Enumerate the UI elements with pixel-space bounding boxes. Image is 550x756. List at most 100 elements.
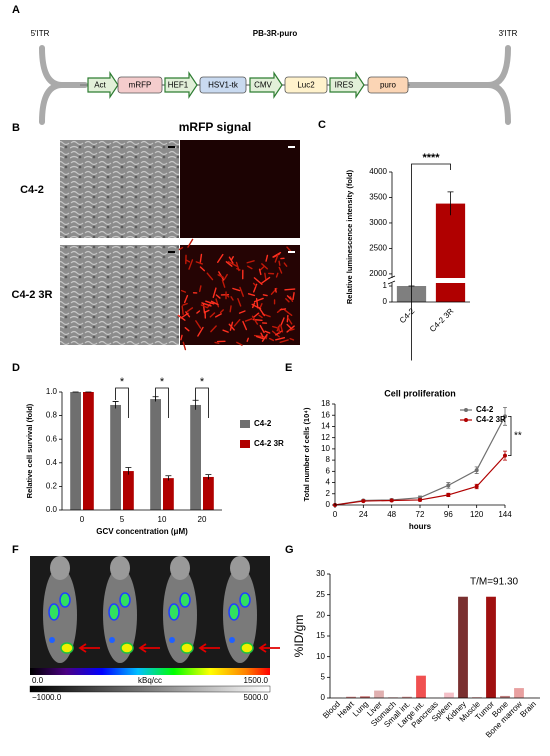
- x-tick-label: C4-2 3R: [428, 306, 456, 334]
- y-tick-label: 16: [321, 410, 330, 419]
- bar: [203, 476, 214, 510]
- point: [503, 414, 507, 419]
- bar: [486, 596, 496, 698]
- cell: [235, 261, 240, 272]
- mouse-head: [50, 556, 70, 580]
- gray-bar-label: 5000.0: [244, 693, 269, 702]
- legend-label: C4-2 3R: [476, 415, 506, 424]
- cell: [288, 328, 295, 332]
- x-tick-label: 5: [120, 515, 125, 524]
- cell: [182, 341, 187, 351]
- panel-label: F: [12, 544, 19, 556]
- x-tick-label: 144: [498, 510, 512, 519]
- cell: [273, 253, 281, 258]
- cell: [279, 339, 289, 344]
- y-tick-label: 0: [383, 297, 388, 306]
- cell: [262, 294, 268, 297]
- cell: [275, 337, 286, 341]
- bar: [514, 688, 524, 698]
- itr-shape: [39, 45, 88, 125]
- axes: [391, 172, 470, 303]
- gene-box: [284, 76, 328, 94]
- cell: [252, 282, 257, 287]
- x-tick-label: C4-2: [398, 306, 417, 325]
- cell: [183, 294, 189, 304]
- cell: [215, 298, 220, 308]
- bar: [83, 392, 94, 510]
- cell: [247, 265, 253, 270]
- x-tick-label: 0: [80, 515, 85, 524]
- promoter-arrow: [164, 71, 198, 99]
- cell: [196, 310, 201, 314]
- bar: [402, 696, 412, 698]
- cell: [232, 287, 241, 292]
- bar: [150, 399, 161, 510]
- bar: [388, 697, 398, 698]
- bar: [70, 392, 81, 510]
- bar: [472, 697, 482, 698]
- cell: [187, 238, 194, 248]
- bladder-signal: [49, 637, 55, 643]
- cell: [239, 286, 244, 297]
- y-tick-label: 18: [321, 399, 330, 408]
- brightfield-image: [60, 245, 179, 345]
- element-label: CMV: [254, 81, 272, 90]
- tumor-signal: [60, 642, 74, 654]
- kidney-signal: [228, 603, 240, 621]
- error-bar: [205, 474, 212, 480]
- cell: [230, 256, 234, 261]
- row-label: C4-2: [20, 184, 44, 196]
- panel-label: G: [285, 544, 294, 556]
- cell: [185, 311, 191, 318]
- cell: [185, 259, 191, 263]
- x-tick-label: Brain: [518, 700, 538, 720]
- bar: [374, 690, 384, 698]
- cell: [272, 325, 278, 329]
- legend-marker: [464, 418, 468, 422]
- cell: [253, 277, 263, 285]
- cell: [284, 288, 296, 291]
- y-tick-label: 25: [316, 590, 325, 599]
- y-tick-label: 4: [326, 478, 331, 487]
- axes: [334, 404, 505, 506]
- cell: [279, 308, 287, 311]
- y-tick-label: 12: [321, 433, 330, 442]
- cell: [284, 309, 293, 317]
- promoter-arrow: [87, 71, 119, 99]
- cell: [258, 314, 263, 319]
- panel-label: A: [12, 4, 20, 16]
- bracket: [155, 387, 169, 418]
- arrow: [138, 643, 160, 653]
- y-tick-label: 3000: [369, 218, 387, 227]
- cell: [278, 260, 281, 266]
- cell: [279, 324, 284, 333]
- cell: [278, 266, 283, 274]
- gene-box: [199, 76, 247, 94]
- point: [361, 499, 366, 504]
- cell: [286, 246, 292, 253]
- y-axis-label: Relative cell survival (fold): [25, 403, 34, 498]
- kidney-signal: [179, 592, 191, 608]
- axes: [329, 574, 540, 699]
- mouse-head: [110, 556, 130, 580]
- color-bar-label: 0.0: [32, 676, 44, 685]
- cell: [222, 329, 229, 333]
- cell: [292, 292, 295, 301]
- y-tick-label: 0.2: [46, 482, 58, 491]
- bar: [190, 404, 201, 510]
- cell: [280, 317, 285, 327]
- cell: [181, 305, 184, 316]
- mouse-head: [170, 556, 190, 580]
- kidney-signal: [48, 603, 60, 621]
- y-tick-label: 3500: [369, 193, 387, 202]
- cell: [261, 276, 271, 284]
- chart-title: Cell proliferation: [384, 388, 456, 398]
- cell: [200, 304, 208, 309]
- itr-shape: [402, 45, 511, 125]
- significance: *: [160, 376, 165, 388]
- cell: [289, 337, 295, 341]
- y-tick-label: 1.0: [46, 387, 58, 396]
- cell: [202, 302, 206, 314]
- bar: [360, 696, 370, 698]
